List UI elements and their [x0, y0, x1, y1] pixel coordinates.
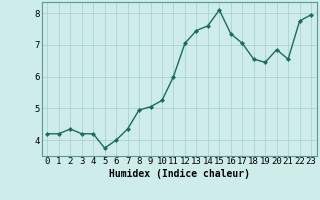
- X-axis label: Humidex (Indice chaleur): Humidex (Indice chaleur): [109, 169, 250, 179]
